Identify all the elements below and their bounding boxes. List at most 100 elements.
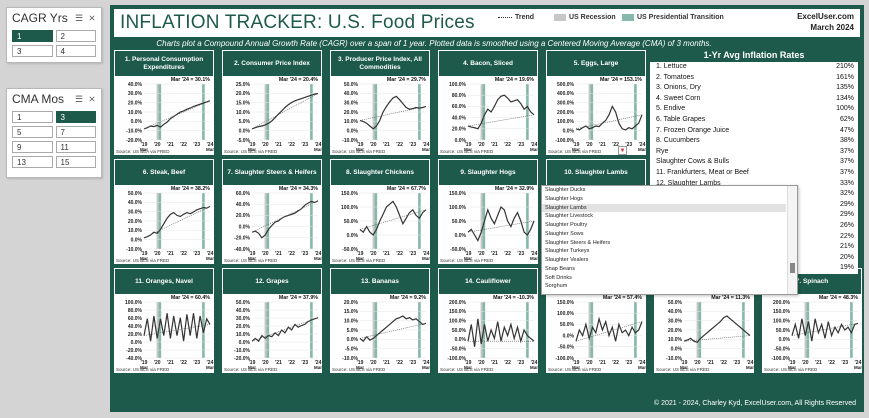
trend-line xyxy=(251,317,319,342)
y-tick-label: 30.0% xyxy=(236,316,251,322)
latest-value-callout: Mar '24 = 34.3% xyxy=(279,186,318,192)
series-line xyxy=(251,317,319,343)
y-tick-label: -20.0% xyxy=(126,138,142,144)
chart-title: 1. Personal Consumption Expenditures xyxy=(114,50,214,76)
y-tick-label: 40.0% xyxy=(668,309,683,315)
dropdown-option[interactable]: Slaughter Lambs xyxy=(542,203,786,213)
y-tick-label: 0.0% xyxy=(239,224,251,230)
rate-value: 210% xyxy=(836,63,854,70)
slicer-button[interactable]: 5 xyxy=(12,126,53,138)
chart-source: Source: US BLS via FRED xyxy=(440,258,494,263)
rate-label: 1. Lettuce xyxy=(656,63,687,70)
rate-label: 7. Frozen Orange Juice xyxy=(656,126,730,134)
rate-row: 8. Cucumbers 38% xyxy=(650,136,858,147)
slicer-button[interactable]: 15 xyxy=(55,156,96,168)
multi-select-icon[interactable]: ☰ xyxy=(74,13,84,23)
line-chart: 25.0% 20.0% 15.0% 10.0% 5.0% 0.0% -5.0% Mar '24… xyxy=(236,77,322,152)
dropdown-option[interactable]: Sorghum xyxy=(545,283,568,290)
chart-title: 11. Oranges, Navel xyxy=(114,268,214,294)
gray-box-icon xyxy=(554,14,566,21)
transition-band xyxy=(158,302,162,358)
transition-band xyxy=(266,302,270,358)
slicer-button[interactable]: 1 xyxy=(12,30,53,42)
chart-title: 9. Slaughter Hogs xyxy=(438,159,538,185)
y-tick-label: 40.0% xyxy=(128,82,143,88)
slicer-button[interactable]: 1 xyxy=(12,111,53,123)
series-line xyxy=(683,315,751,343)
slicer-button[interactable]: 9 xyxy=(12,141,53,153)
y-tick-label: 20.0% xyxy=(236,324,251,330)
dropdown-option[interactable]: Slaughter Poultry xyxy=(545,222,588,228)
y-tick-label: 100.0% xyxy=(773,318,791,324)
rate-row: 29% xyxy=(650,210,858,221)
dropdown-button-icon[interactable]: ▼ xyxy=(618,146,627,155)
site-name[interactable]: ExcelUser.com xyxy=(797,12,854,21)
slicer-button[interactable]: 2 xyxy=(55,30,96,42)
x-tick-label: '20 xyxy=(586,360,593,366)
chart-title: 14. Cauliflower xyxy=(438,268,538,294)
chart-source: Source: US BLS via FRED xyxy=(548,367,602,372)
dropdown-option[interactable]: Slaughter Vealers xyxy=(545,257,589,263)
x-tick-month: Mar xyxy=(314,365,322,370)
rate-row: 4. Sweet Corn 134% xyxy=(650,94,858,105)
y-tick-label: 200.0% xyxy=(557,110,575,116)
chart-panel: 8. Slaughter Chickens 150.0% 100.0% 50.0% 0.… xyxy=(330,159,430,264)
scrollbar-thumb[interactable] xyxy=(790,263,795,273)
y-tick-label: 0.0% xyxy=(563,333,575,339)
x-tick-month: Mar xyxy=(464,147,472,152)
rate-row: 12. Slaughter Lambs 33% xyxy=(650,179,858,190)
slicer-button[interactable]: 3 xyxy=(12,45,53,57)
x-tick-month: Mar xyxy=(248,256,256,261)
dropdown-option[interactable]: Slaughter Livestock xyxy=(545,213,593,220)
dropdown-option[interactable]: Slaughter Steers & Heifers xyxy=(545,239,611,246)
slicer-button[interactable]: 3 xyxy=(55,111,96,123)
y-tick-label: -10.0% xyxy=(342,356,358,362)
y-tick-label: 0.0% xyxy=(779,337,791,343)
slicer-button[interactable]: 7 xyxy=(55,126,96,138)
y-tick-label: 50.0% xyxy=(776,328,791,334)
x-tick-label: '22 xyxy=(396,251,403,257)
series-line xyxy=(791,318,859,342)
y-tick-label: 5.0% xyxy=(239,119,251,125)
validation-dropdown-list[interactable]: Slaughter Ducks Slaughter Hogs Slaughter L… xyxy=(541,185,798,295)
multi-select-icon[interactable]: ☰ xyxy=(74,94,84,104)
x-tick-label: '20 xyxy=(262,142,269,148)
x-tick-label: '22 xyxy=(612,360,619,366)
line-chart: 200.0% 150.0% 100.0% 50.0% 0.0% -50.0% -100.0%… xyxy=(771,295,862,370)
dropdown-option[interactable]: Snap Beans xyxy=(545,265,575,272)
y-tick-label: 0.0% xyxy=(347,233,359,239)
x-tick-label: '20 xyxy=(262,360,269,366)
dropdown-option[interactable]: Slaughter Sows xyxy=(545,230,584,237)
x-tick-label: '21 xyxy=(707,360,714,366)
x-tick-month: Mar xyxy=(248,365,256,370)
dropdown-option[interactable]: Slaughter Hogs xyxy=(545,195,583,202)
dropdown-scrollbar[interactable] xyxy=(787,186,797,294)
x-tick-label: '24 xyxy=(315,142,322,148)
rate-value: 100% xyxy=(836,105,854,113)
y-tick-label: 150.0% xyxy=(449,191,467,197)
dropdown-option[interactable]: Slaughter Turkeys xyxy=(545,248,590,255)
x-tick-month: Mar xyxy=(140,365,148,370)
slicer-button[interactable]: 11 xyxy=(55,141,96,153)
dropdown-option[interactable]: Slaughter Ducks xyxy=(545,187,586,193)
y-tick-label: 30.0% xyxy=(344,100,359,106)
y-tick-label: 30.0% xyxy=(128,209,143,215)
latest-value-callout: Mar '24 = 38.2% xyxy=(171,186,210,192)
x-tick-month: Mar xyxy=(422,147,430,152)
dropdown-option[interactable]: Soft Drinks xyxy=(545,274,572,281)
line-chart: 150.0% 100.0% 50.0% 0.0% -50.0% Mar '24 = 67.… xyxy=(341,186,430,261)
slicer-button[interactable]: 4 xyxy=(55,45,96,57)
x-tick-label: '22 xyxy=(828,360,835,366)
rate-label: 11. Frankfurters, Meat or Beef xyxy=(656,168,749,176)
x-tick-label: '24 xyxy=(531,251,538,257)
clear-filter-icon[interactable]: ⨯ xyxy=(88,94,96,104)
slicer-title: CAGR Yrs xyxy=(12,11,68,25)
y-tick-label: 40.0% xyxy=(236,308,251,314)
rate-row: 26% xyxy=(650,221,858,232)
y-tick-label: 15.0% xyxy=(344,309,359,315)
slicer-button[interactable]: 13 xyxy=(12,156,53,168)
y-tick-label: -40.0% xyxy=(126,356,142,362)
latest-value-callout: Mar '24 = 67.7% xyxy=(387,186,426,192)
clear-filter-icon[interactable]: ⨯ xyxy=(88,13,96,23)
